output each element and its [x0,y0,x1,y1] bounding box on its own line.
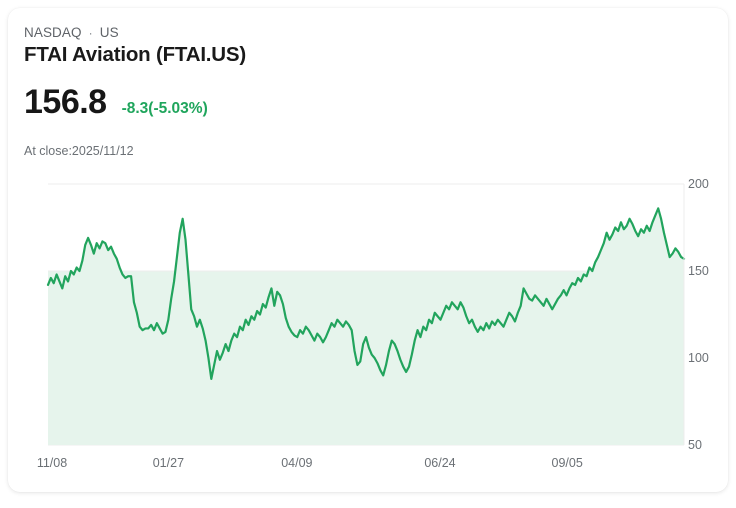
region-label: US [99,25,119,40]
price-chart[interactable]: 200 150 100 50 11/08 01/27 04/09 06/24 09/05 [8,168,728,492]
exchange-name: NASDAQ [24,25,82,40]
price-row: 156.8 -8.3(-5.03%) [24,85,208,119]
bullet-separator-icon: · [88,25,93,40]
x-axis-tick-label: 01/27 [152,456,185,470]
x-axis-tick-label: 11/08 [36,456,68,470]
x-axis-tick-label: 09/05 [551,456,583,470]
x-axis-tick-label: 06/24 [424,456,456,470]
price-line [46,207,686,380]
chart-area-fill [48,208,684,445]
exchange-row: NASDAQ · US [24,25,119,40]
quote-card: NASDAQ · US FTAI Aviation (FTAI.US) 156.… [8,8,728,492]
price-change: -8.3(-5.03%) [121,100,208,117]
x-axis-tick-label: 04/09 [281,456,313,470]
page-title: FTAI Aviation (FTAI.US) [24,43,247,66]
price-chart-svg[interactable] [8,168,728,492]
x-axis-labels: 11/08 01/27 04/09 06/24 09/05 [8,456,728,478]
last-price: 156.8 [24,83,107,121]
close-timestamp: At close:2025/11/12 [24,144,134,158]
